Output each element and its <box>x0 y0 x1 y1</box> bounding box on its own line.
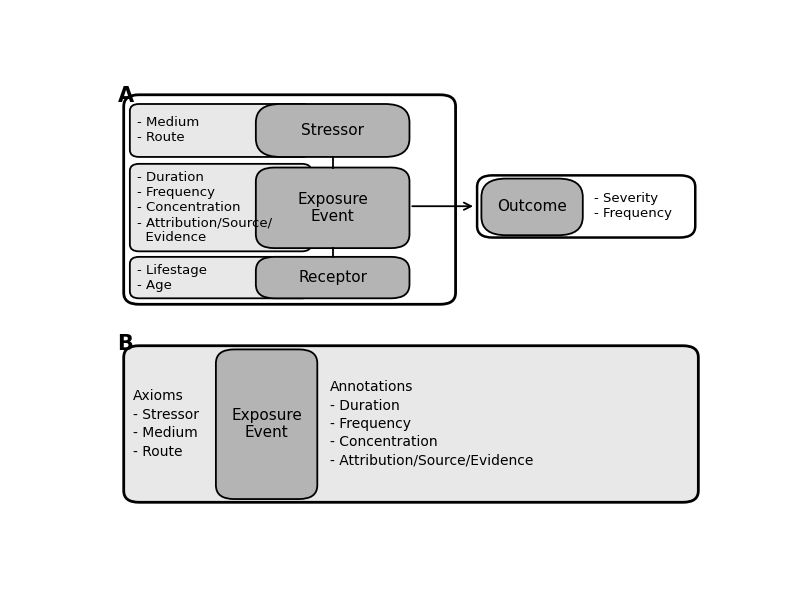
FancyBboxPatch shape <box>130 257 311 298</box>
FancyBboxPatch shape <box>124 95 456 304</box>
Text: A: A <box>117 86 134 106</box>
Text: Exposure
Event: Exposure Event <box>297 191 368 224</box>
Text: Annotations
- Duration
- Frequency
- Concentration
- Attribution/Source/Evidence: Annotations - Duration - Frequency - Con… <box>330 380 533 468</box>
FancyBboxPatch shape <box>130 104 311 157</box>
Text: - Medium
- Route: - Medium - Route <box>137 117 200 145</box>
FancyBboxPatch shape <box>256 167 409 248</box>
FancyBboxPatch shape <box>477 175 695 237</box>
Text: Receptor: Receptor <box>298 270 367 285</box>
Text: Exposure
Event: Exposure Event <box>231 408 302 441</box>
FancyBboxPatch shape <box>481 179 583 235</box>
FancyBboxPatch shape <box>256 104 409 157</box>
Text: Axioms
- Stressor
- Medium
- Route: Axioms - Stressor - Medium - Route <box>133 389 199 459</box>
Text: Stressor: Stressor <box>301 123 364 138</box>
Text: - Duration
- Frequency
- Concentration
- Attribution/Source/
  Evidence: - Duration - Frequency - Concentration -… <box>137 171 272 244</box>
Text: - Lifestage
- Age: - Lifestage - Age <box>137 264 207 292</box>
Text: Outcome: Outcome <box>497 199 567 215</box>
FancyBboxPatch shape <box>130 164 311 251</box>
FancyBboxPatch shape <box>216 349 317 499</box>
Text: B: B <box>117 334 133 354</box>
FancyBboxPatch shape <box>256 257 409 298</box>
Text: - Severity
- Frequency: - Severity - Frequency <box>594 193 672 221</box>
FancyBboxPatch shape <box>124 346 699 502</box>
